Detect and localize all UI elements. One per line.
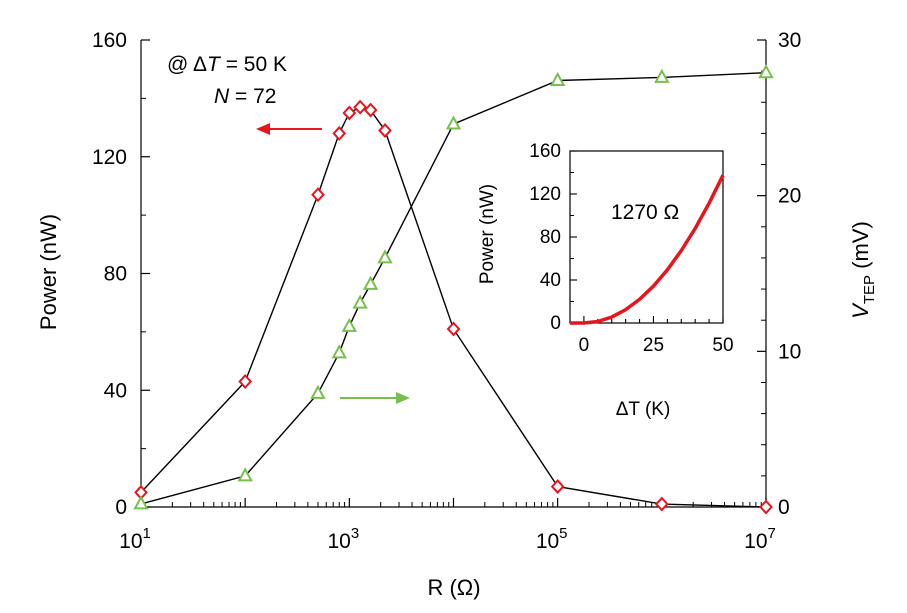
triangle-marker: [331, 344, 347, 359]
diamond-marker: [342, 105, 357, 121]
y-left-tick-label: 160: [92, 29, 127, 52]
inset-y-tick-label: 0: [550, 313, 561, 334]
triangle-marker: [341, 317, 358, 332]
inset-annotation: 1270 Ω: [611, 201, 679, 224]
triangle-marker: [352, 294, 368, 309]
inset-x-axis-title: ΔT (K): [616, 399, 671, 420]
triangle-marker: [445, 115, 462, 130]
x-tick-label: 101: [119, 525, 151, 553]
y-right-tick-label: 20: [778, 185, 801, 208]
diamond-marker: [311, 187, 325, 203]
triangle-marker: [237, 467, 253, 482]
x-tick-label: 107: [744, 525, 776, 553]
inset-y-tick-label: 80: [540, 227, 561, 248]
x-tick-label: 105: [536, 525, 568, 553]
inset-y-tick-label: 160: [529, 141, 561, 162]
inset-curve: [570, 174, 725, 325]
diamond-marker: [550, 479, 565, 495]
axis-titles: R (Ω) Power (nW) VTEP (mV) ΔT (K) Power …: [36, 184, 878, 600]
diamond-marker: [238, 374, 253, 389]
annotation-n: N = 72: [214, 85, 276, 108]
triangle-marker: [310, 384, 326, 399]
y-right-tick-label: 0: [778, 496, 790, 519]
y-right-tick-label: 10: [778, 340, 801, 363]
inset-frame: [569, 150, 724, 324]
arrow-left-head: [256, 123, 270, 135]
diamond-marker: [446, 321, 461, 337]
x-axis-title: R (Ω): [427, 575, 480, 600]
diamond-marker: [363, 102, 378, 118]
inset-y-tick-label: 40: [540, 270, 561, 291]
triangle-marker: [549, 71, 566, 86]
arrow-right-head: [396, 392, 410, 404]
inset-x-tick-label: 25: [643, 335, 664, 356]
y-left-tick-label: 120: [92, 146, 127, 169]
triangle-marker: [377, 249, 393, 264]
annotation-condition: @ ΔT = 50 K: [167, 53, 287, 76]
inset-y-tick-label: 120: [529, 184, 561, 205]
y-left-tick-label: 40: [104, 379, 127, 402]
annotations: @ ΔT = 50 K N = 72 1270 Ω: [167, 53, 679, 224]
series-line-triangle: [140, 72, 767, 505]
inset-x-tick-label: 50: [712, 335, 733, 356]
triangle-marker: [654, 68, 670, 83]
inset-plot: 0 40 80 120 160 0 25 50: [529, 141, 733, 356]
diamond-marker: [654, 496, 669, 512]
inset-y-axis-title: Power (nW): [477, 184, 498, 284]
diamond-marker: [378, 123, 392, 138]
y-axis-title-left: Power (nW): [36, 214, 61, 330]
diamond-marker: [759, 499, 773, 515]
x-tick-label: 103: [327, 525, 359, 553]
inset-x-tick-label: 0: [579, 335, 590, 356]
y-axis-title-right: VTEP (mV): [848, 221, 878, 319]
y-left-tick-label: 80: [104, 263, 127, 286]
y-right-tick-label: 30: [778, 29, 801, 52]
diamond-marker: [332, 125, 347, 141]
triangle-marker: [758, 64, 774, 79]
triangle-marker: [133, 495, 149, 510]
triangle-marker: [362, 275, 379, 290]
diamond-marker: [353, 99, 368, 115]
y-left-tick-label: 0: [115, 496, 127, 519]
